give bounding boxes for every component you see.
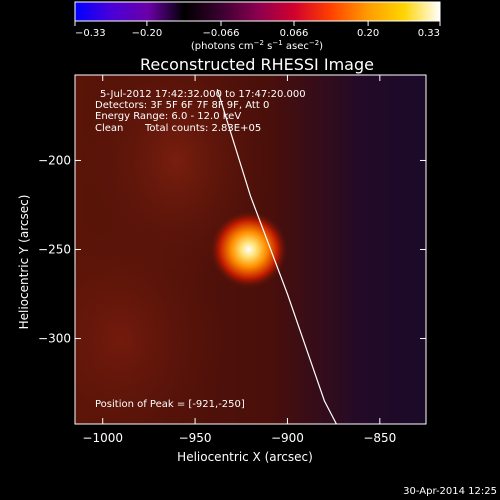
diffuse-emission-south [75,205,232,424]
detectors-annotation: Detectors: 3F 5F 6F 7F 8F 9F, Att 0 [95,100,269,111]
footer-date: 30-Apr-2014 12:25 [403,486,497,497]
total-counts-annotation: Total counts: 2.83E+05 [144,123,261,134]
clean-annotation: Clean [95,123,123,134]
y-tick-label: −300 [38,332,71,346]
x-tick-label: −850 [363,431,396,445]
energy-range-annotation: Energy Range: 6.0 - 12.0 keV [95,111,241,122]
colorbar-tick-label: −0.20 [132,28,163,39]
x-tick-label: −950 [179,431,212,445]
time-range-annotation: 5-Jul-2012 17:42:32.000 to 17:47:20.000 [100,89,306,100]
y-axis-label: Heliocentric Y (arcsec) [17,195,31,330]
y-tick-label: −200 [38,153,71,167]
x-axis-label: Heliocentric X (arcsec) [177,450,313,464]
y-tick-label: −250 [38,243,71,257]
colorbar-tick-label: −0.066 [202,28,239,39]
colorbar-units-label: (photons cm−2 s−1 asec−2) [191,39,323,52]
colorbar-ticks: −0.33 −0.20 −0.066 0.066 0.20 0.33 [74,21,441,39]
peak-source [209,210,288,289]
heatmap-image [75,75,426,424]
peak-position-annotation: Position of Peak = [-921,-250] [95,399,245,410]
colorbar [74,1,441,22]
colorbar-tick-label: 0.33 [418,28,440,39]
x-tick-label: −900 [271,431,304,445]
chart-title: Reconstructed RHESSI Image [140,55,374,74]
colorbar-tick-label: −0.33 [75,28,106,39]
colorbar-tick-label: 0.066 [280,28,309,39]
solar-limb-line [216,89,338,424]
colorbar-tick-label: 0.20 [357,28,379,39]
x-tick-label: −1000 [82,431,123,445]
y-axis-ticks: −200 −250 −300 [38,153,426,346]
x-axis-ticks: −1000 −950 −900 −850 [82,75,396,445]
